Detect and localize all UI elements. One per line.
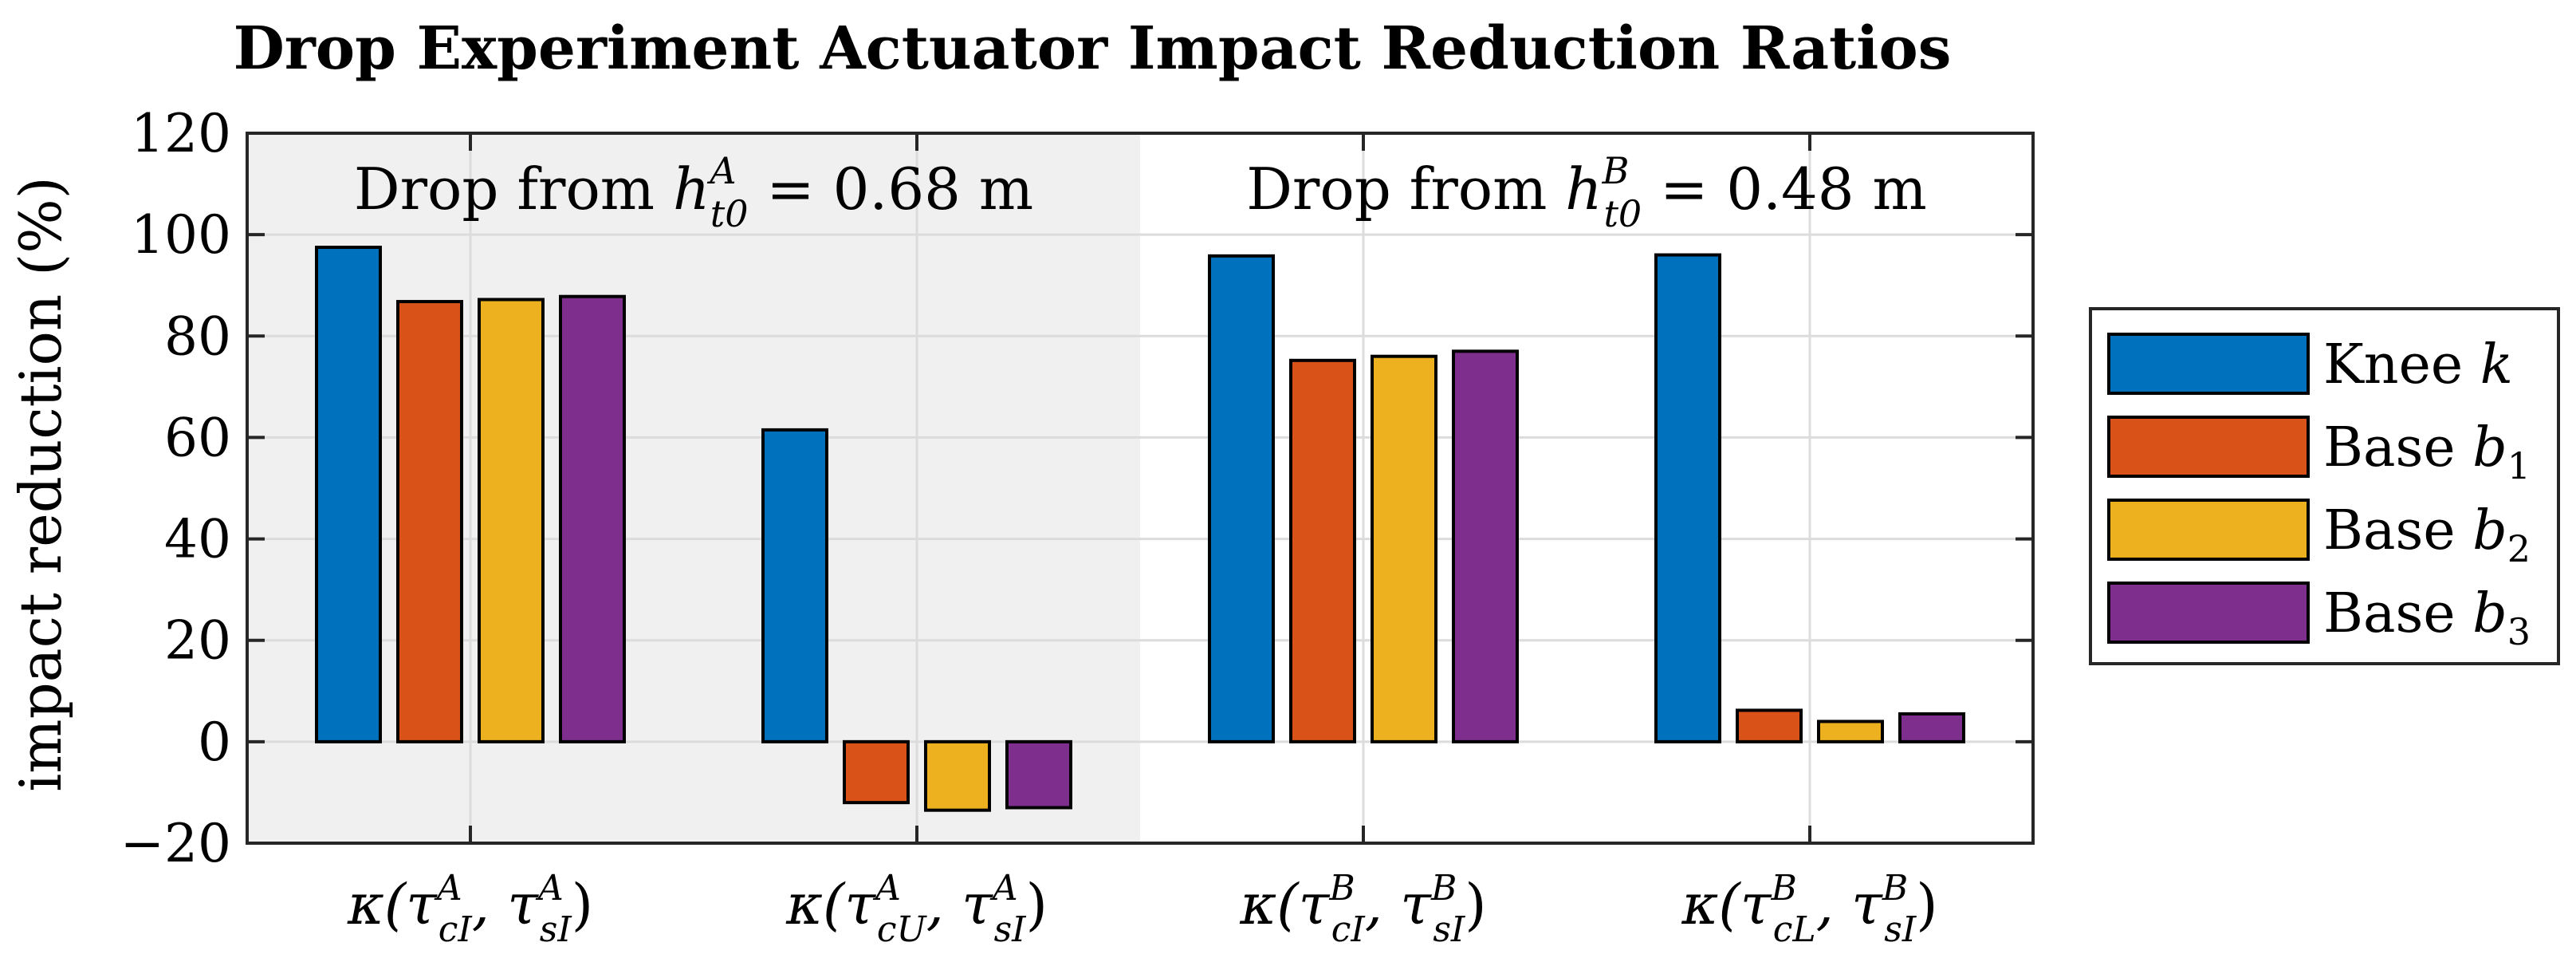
x-tick-label: κ(τB cI, τB sI) bbox=[1239, 868, 1486, 950]
bar-b2-cat3 bbox=[1371, 354, 1437, 743]
bar-k-cat3 bbox=[1208, 254, 1275, 743]
bar-k-cat2 bbox=[761, 428, 828, 743]
legend-entry-b3: Base b3 bbox=[2323, 582, 2531, 653]
legend-swatch-b2 bbox=[2107, 499, 2310, 561]
bar-b2-cat4 bbox=[1817, 720, 1884, 743]
bar-b2-cat1 bbox=[478, 298, 545, 743]
bar-b3-cat4 bbox=[1898, 712, 1965, 743]
y-tick-label: 100 bbox=[131, 204, 231, 266]
bar-k-cat1 bbox=[315, 246, 382, 743]
y-tick-label: 20 bbox=[164, 610, 231, 672]
plot-area: −20 0 20 40 60 80 100 120 κ(τA cI, τA sI) κ(τA cU, τ… bbox=[120, 103, 2035, 950]
legend-entry-b2: Base b2 bbox=[2323, 499, 2531, 570]
x-tick-label: κ(τB cL, τB sI) bbox=[1681, 868, 1937, 950]
bar-b3-cat3 bbox=[1452, 349, 1519, 743]
chart-title: Drop Experiment Actuator Impact Reductio… bbox=[234, 14, 1952, 83]
legend-swatch-b3 bbox=[2107, 582, 2310, 644]
legend-swatch-k bbox=[2107, 333, 2310, 395]
bar-b1-cat3 bbox=[1289, 358, 1356, 743]
shaded-region bbox=[247, 133, 1140, 843]
bar-b1-cat1 bbox=[396, 300, 463, 743]
legend-swatch-b1 bbox=[2107, 416, 2310, 478]
x-tick-label: κ(τA cU, τA sI) bbox=[785, 868, 1048, 950]
bar-b1-cat2 bbox=[843, 739, 910, 805]
x-tick-label: κ(τA cI, τA sI) bbox=[347, 868, 593, 950]
legend: Knee k Base b1 Base b2 Base b3 bbox=[2089, 307, 2560, 665]
legend-entry-b1: Base b1 bbox=[2323, 416, 2531, 487]
y-tick-label: 40 bbox=[164, 509, 231, 570]
legend-entry-k: Knee k bbox=[2323, 333, 2513, 396]
bar-k-cat4 bbox=[1654, 253, 1721, 743]
y-axis-label: impact reduction (%) bbox=[7, 176, 74, 791]
bar-b2-cat2 bbox=[924, 739, 991, 812]
y-tick-label: −20 bbox=[120, 813, 231, 874]
bar-b3-cat2 bbox=[1005, 739, 1072, 810]
y-tick-label: 120 bbox=[131, 103, 231, 164]
y-tick-label: 0 bbox=[198, 712, 231, 773]
drop-height-annotation: Drop from hA t0 = 0.68 m bbox=[354, 149, 1033, 235]
bar-b3-cat1 bbox=[559, 294, 626, 743]
axes-box bbox=[246, 132, 2035, 845]
y-tick-label: 60 bbox=[164, 407, 231, 468]
y-tick-label: 80 bbox=[164, 306, 231, 367]
bar-b1-cat4 bbox=[1736, 708, 1803, 743]
drop-height-annotation: Drop from hB t0 = 0.48 m bbox=[1246, 149, 1927, 235]
